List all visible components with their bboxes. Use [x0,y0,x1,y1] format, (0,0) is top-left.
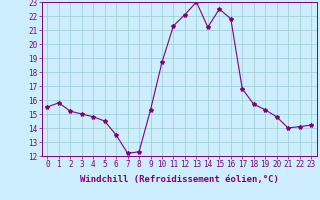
X-axis label: Windchill (Refroidissement éolien,°C): Windchill (Refroidissement éolien,°C) [80,175,279,184]
